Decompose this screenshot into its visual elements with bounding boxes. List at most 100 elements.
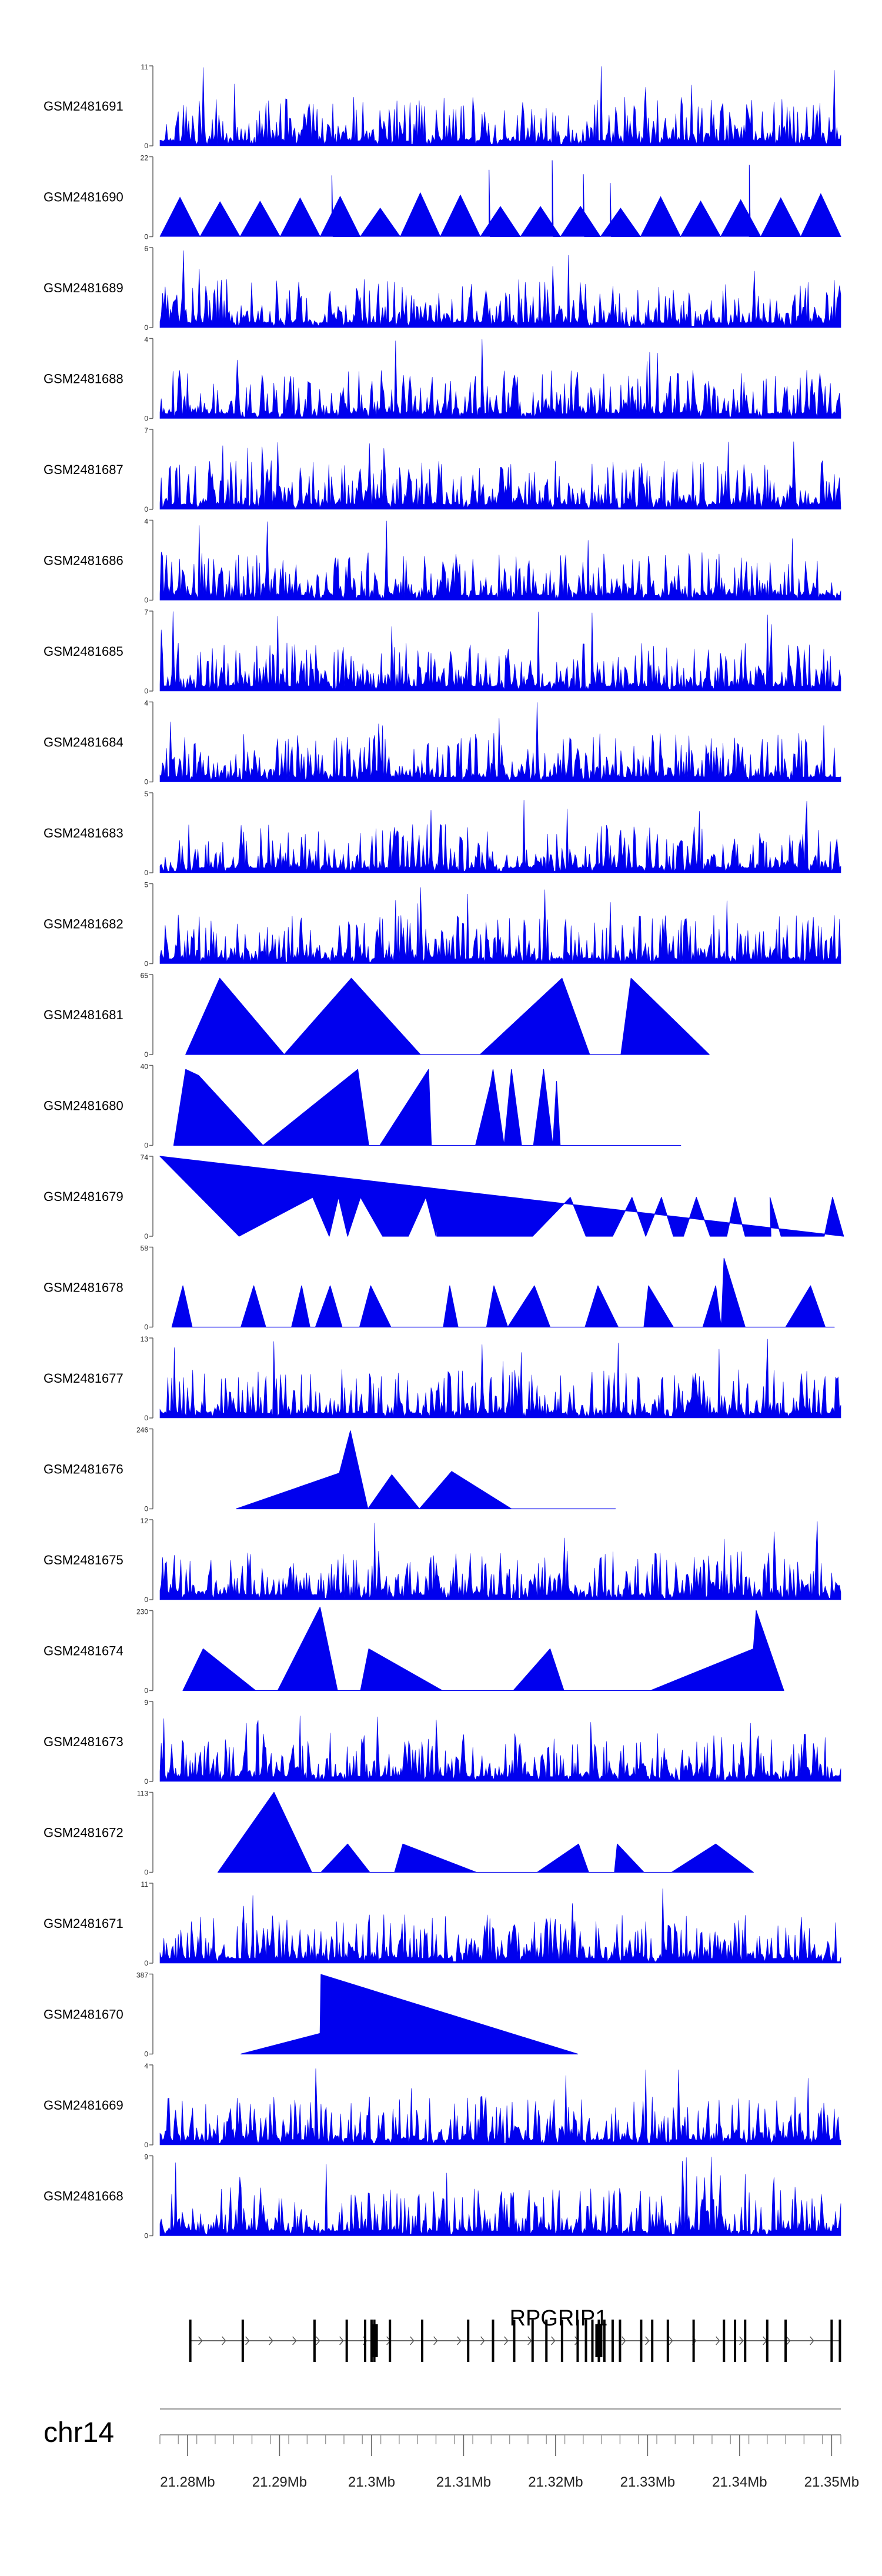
track-label: GSM2481689 xyxy=(44,281,123,295)
track-GSM2481682: GSM2481682 5 0 xyxy=(44,881,841,968)
strand-arrow xyxy=(551,2336,556,2345)
gene-exon xyxy=(363,2320,366,2362)
gene-exon xyxy=(619,2320,622,2362)
track-GSM2481681: GSM2481681 65 0 xyxy=(44,972,710,1059)
track-label: GSM2481679 xyxy=(44,1189,123,1204)
gene-exon xyxy=(744,2320,747,2362)
track-GSM2481683: GSM2481683 5 0 xyxy=(44,790,841,877)
track-GSM2481668: GSM2481668 9 0 xyxy=(44,2153,841,2240)
gene-exon xyxy=(313,2320,316,2362)
track-label: GSM2481676 xyxy=(44,1462,123,1477)
track-GSM2481678: GSM2481678 58 0 xyxy=(44,1244,835,1332)
coverage-area xyxy=(236,1430,616,1510)
strand-arrow xyxy=(645,2336,650,2345)
gene-exon xyxy=(513,2320,516,2362)
gene-exon xyxy=(420,2320,423,2362)
gene-exon xyxy=(766,2320,769,2362)
track-zero-label: 0 xyxy=(144,960,148,968)
track-label: GSM2481668 xyxy=(44,2189,123,2204)
track-ymax-label: 11 xyxy=(141,1880,149,1888)
track-label: GSM2481691 xyxy=(44,99,123,114)
track-ymax-label: 4 xyxy=(144,2062,148,2070)
axis-tick-label: 21.35Mb xyxy=(804,2474,859,2490)
track-label: GSM2481684 xyxy=(44,735,123,750)
strand-arrow xyxy=(739,2336,744,2345)
track-zero-label: 0 xyxy=(144,2050,148,2058)
track-label: GSM2481682 xyxy=(44,917,123,932)
track-zero-label: 0 xyxy=(144,1868,148,1877)
track-label: GSM2481687 xyxy=(44,462,123,477)
track-zero-label: 0 xyxy=(144,1959,148,1967)
track-ymax-label: 387 xyxy=(136,1971,148,1980)
gene-exon xyxy=(467,2320,470,2362)
track-zero-label: 0 xyxy=(144,415,148,423)
track-zero-label: 0 xyxy=(144,687,148,695)
coverage-area xyxy=(240,1974,578,2055)
axis-tick-label: 21.33Mb xyxy=(620,2474,675,2490)
gene-exon xyxy=(345,2320,348,2362)
track-ymax-label: 246 xyxy=(136,1426,148,1434)
strand-arrow xyxy=(222,2336,226,2345)
track-GSM2481677: GSM2481677 13 0 xyxy=(44,1335,841,1422)
track-zero-label: 0 xyxy=(144,1232,148,1240)
coverage-area xyxy=(159,160,841,238)
coverage-area xyxy=(159,1521,841,1600)
strand-arrow xyxy=(410,2336,415,2345)
track-ymax-label: 4 xyxy=(144,518,148,526)
track-ymax-label: 5 xyxy=(144,790,148,798)
track-GSM2481680: GSM2481680 40 0 xyxy=(44,1063,681,1150)
track-GSM2481673: GSM2481673 9 0 xyxy=(44,1699,841,1786)
strand-arrow xyxy=(622,2336,626,2345)
gene-exon xyxy=(531,2320,534,2362)
gene-exon-thick xyxy=(595,2324,603,2357)
track-ymax-label: 74 xyxy=(141,1153,149,1162)
gene-exon-thick xyxy=(370,2324,378,2357)
track-GSM2481688: GSM2481688 4 0 xyxy=(44,336,841,423)
track-ymax-label: 9 xyxy=(144,2153,148,2161)
gene-exon xyxy=(389,2320,392,2362)
track-label: GSM2481681 xyxy=(44,1007,123,1022)
track-GSM2481671: GSM2481671 11 0 xyxy=(44,1880,841,1967)
track-ymax-label: 40 xyxy=(141,1063,149,1071)
coverage-area xyxy=(159,2068,841,2145)
strand-arrow xyxy=(457,2336,462,2345)
track-GSM2481672: GSM2481672 113 0 xyxy=(44,1790,754,1877)
track-zero-label: 0 xyxy=(144,233,148,241)
coverage-area xyxy=(159,339,841,419)
strand-arrow xyxy=(316,2336,320,2345)
gene-exon xyxy=(591,2320,594,2362)
track-ymax-label: 22 xyxy=(141,154,149,162)
axis-tick-label: 21.29Mb xyxy=(252,2474,307,2490)
track-GSM2481684: GSM2481684 4 0 xyxy=(44,699,841,786)
track-GSM2481674: GSM2481674 230 0 xyxy=(44,1607,784,1695)
track-label: GSM2481672 xyxy=(44,1826,123,1840)
gene-exon xyxy=(640,2320,643,2362)
strand-arrow xyxy=(527,2336,532,2345)
gene-annotation-track: RPGRIP1 xyxy=(189,2306,841,2362)
coverage-area xyxy=(173,1069,681,1146)
track-GSM2481676: GSM2481676 246 0 xyxy=(44,1426,616,1513)
axis-tick-label: 21.28Mb xyxy=(160,2474,215,2490)
track-label: GSM2481674 xyxy=(44,1644,123,1659)
coverage-area xyxy=(159,66,841,146)
gene-exon xyxy=(492,2320,495,2362)
track-label: GSM2481678 xyxy=(44,1280,123,1295)
track-label: GSM2481690 xyxy=(44,190,123,205)
track-ymax-label: 4 xyxy=(144,336,148,344)
track-GSM2481675: GSM2481675 12 0 xyxy=(44,1517,841,1604)
strand-arrow xyxy=(786,2336,791,2345)
gene-exon xyxy=(692,2320,695,2362)
track-label: GSM2481677 xyxy=(44,1371,123,1386)
track-label: GSM2481671 xyxy=(44,1916,123,1931)
coverage-area xyxy=(159,1888,841,1964)
strand-arrow xyxy=(292,2336,297,2345)
track-zero-label: 0 xyxy=(144,142,148,150)
track-ymax-label: 13 xyxy=(141,1335,149,1343)
track-label: GSM2481673 xyxy=(44,1734,123,1749)
gene-exon xyxy=(576,2320,579,2362)
track-label: GSM2481685 xyxy=(44,644,123,659)
track-ymax-label: 113 xyxy=(137,1790,148,1798)
gene-exon xyxy=(830,2320,833,2362)
track-GSM2481685: GSM2481685 7 0 xyxy=(44,608,841,695)
